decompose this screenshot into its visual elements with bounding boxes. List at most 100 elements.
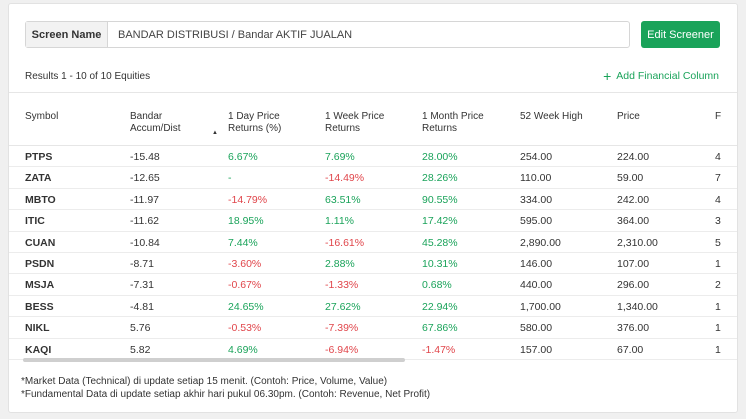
cell-price: 2,310.00 bbox=[617, 236, 658, 249]
screen-name-label: Screen Name bbox=[26, 22, 108, 47]
cell-m1: 45.28% bbox=[422, 236, 458, 249]
cell-d1: - bbox=[228, 172, 232, 185]
header-extra[interactable]: F bbox=[715, 111, 722, 122]
table-row[interactable]: CUAN -10.84 7.44% -16.61% 45.28% 2,890.00 2,31… bbox=[9, 232, 737, 253]
cell-bandar: -11.97 bbox=[130, 193, 159, 206]
table-row[interactable]: KAQI 5.82 4.69% -6.94% -1.47% 157.00 67.00 1 bbox=[9, 339, 737, 360]
cell-extra: 1 bbox=[715, 300, 721, 313]
footnotes: *Market Data (Technical) di update setia… bbox=[21, 375, 430, 401]
cell-high: 110.00 bbox=[520, 172, 552, 185]
cell-bandar: -10.84 bbox=[130, 236, 160, 249]
table-row[interactable]: PTPS -15.48 6.67% 7.69% 28.00% 254.00 224.00 4 bbox=[9, 146, 737, 168]
edit-screener-button[interactable]: Edit Screener bbox=[641, 21, 720, 48]
cell-high: 440.00 bbox=[520, 279, 553, 292]
footnote-market: *Market Data (Technical) di update setia… bbox=[21, 376, 388, 387]
cell-extra: 4 bbox=[715, 193, 721, 206]
cell-symbol[interactable]: ITIC bbox=[25, 215, 45, 228]
cell-bandar: -12.65 bbox=[130, 172, 160, 185]
cell-symbol[interactable]: BESS bbox=[25, 300, 54, 313]
cell-m1: 17.42% bbox=[422, 215, 458, 228]
cell-bandar: -11.62 bbox=[130, 215, 159, 228]
cell-high: 146.00 bbox=[520, 257, 553, 270]
cell-m1: 10.31% bbox=[422, 257, 458, 270]
cell-high: 580.00 bbox=[520, 322, 553, 335]
cell-symbol[interactable]: KAQI bbox=[25, 343, 52, 356]
cell-price: 296.00 bbox=[617, 279, 650, 292]
cell-w1: 1.11% bbox=[325, 215, 354, 228]
cell-extra: 4 bbox=[715, 151, 721, 163]
header-1-month-returns[interactable]: 1 Month Price Returns bbox=[422, 111, 484, 134]
horizontal-scrollbar[interactable] bbox=[23, 358, 405, 362]
cell-m1: 90.55% bbox=[422, 193, 458, 206]
cell-bandar: 5.82 bbox=[130, 343, 151, 356]
cell-high: 157.00 bbox=[520, 343, 553, 356]
cell-w1: -6.94% bbox=[325, 343, 359, 356]
cell-extra: 2 bbox=[715, 279, 721, 292]
header-1-week-returns[interactable]: 1 Week Price Returns bbox=[325, 111, 385, 134]
cell-w1: 7.69% bbox=[325, 151, 355, 163]
cell-m1: 22.94% bbox=[422, 300, 458, 313]
cell-symbol[interactable]: PSDN bbox=[25, 257, 55, 270]
cell-symbol[interactable]: CUAN bbox=[25, 236, 56, 249]
table-row[interactable]: MBTO -11.97 -14.79% 63.51% 90.55% 334.00 242.0… bbox=[9, 189, 737, 211]
header-price[interactable]: Price bbox=[617, 111, 640, 122]
cell-d1: -14.79% bbox=[228, 193, 268, 206]
cell-price: 67.00 bbox=[617, 343, 644, 356]
cell-m1: 28.26% bbox=[422, 172, 458, 185]
screen-name-value: BANDAR DISTRIBUSI / Bandar AKTIF JUALAN bbox=[118, 28, 353, 41]
cell-d1: -0.67% bbox=[228, 279, 262, 292]
table-row[interactable]: MSJA -7.31 -0.67% -1.33% 0.68% 440.00 296.00 2 bbox=[9, 274, 737, 296]
cell-high: 2,890.00 bbox=[520, 236, 561, 249]
header-symbol[interactable]: Symbol bbox=[25, 111, 59, 122]
cell-extra: 1 bbox=[715, 343, 721, 356]
table-row[interactable]: NIKL 5.76 -0.53% -7.39% 67.86% 580.00 376.00 1 bbox=[9, 317, 737, 339]
cell-d1: 6.67% bbox=[228, 151, 258, 163]
cell-w1: 2.88% bbox=[325, 257, 355, 270]
cell-w1: 63.51% bbox=[325, 193, 361, 206]
cell-m1: 28.00% bbox=[422, 151, 458, 163]
table-header: Symbol Bandar Accum/Dist ▲ 1 Day Price Ret… bbox=[9, 104, 737, 146]
sort-ascending-icon[interactable]: ▲ bbox=[212, 130, 218, 136]
cell-w1: -1.33% bbox=[325, 279, 359, 292]
cell-d1: 7.44% bbox=[228, 236, 258, 249]
table-row[interactable]: BESS -4.81 24.65% 27.62% 22.94% 1,700.00 1,340… bbox=[9, 296, 737, 318]
cell-bandar: -4.81 bbox=[130, 300, 154, 313]
cell-d1: -3.60% bbox=[228, 257, 262, 270]
cell-symbol[interactable]: ZATA bbox=[25, 172, 52, 185]
table-row[interactable]: ITIC -11.62 18.95% 1.11% 17.42% 595.00 364.00 3 bbox=[9, 210, 737, 232]
cell-price: 224.00 bbox=[617, 151, 650, 163]
cell-symbol[interactable]: PTPS bbox=[25, 151, 53, 163]
divider bbox=[9, 92, 737, 93]
cell-price: 1,340.00 bbox=[617, 300, 658, 313]
table-body: PTPS -15.48 6.67% 7.69% 28.00% 254.00 224.00 4 Z… bbox=[9, 146, 737, 360]
cell-price: 376.00 bbox=[617, 322, 650, 335]
cell-price: 59.00 bbox=[617, 172, 644, 185]
cell-m1: 0.68% bbox=[422, 279, 452, 292]
screen-name-bar[interactable]: Screen Name BANDAR DISTRIBUSI / Bandar A… bbox=[25, 21, 630, 48]
cell-w1: -7.39% bbox=[325, 322, 359, 335]
cell-d1: -0.53% bbox=[228, 322, 262, 335]
header-bandar[interactable]: Bandar Accum/Dist bbox=[130, 111, 181, 134]
footnote-fundamental: *Fundamental Data di update setiap akhir… bbox=[21, 389, 431, 400]
table-row[interactable]: PSDN -8.71 -3.60% 2.88% 10.31% 146.00 107.00 1 bbox=[9, 253, 737, 275]
cell-symbol[interactable]: NIKL bbox=[25, 322, 50, 335]
cell-symbol[interactable]: MBTO bbox=[25, 193, 56, 206]
add-financial-column-link[interactable]: + Add Financial Column bbox=[603, 69, 719, 83]
header-1-day-returns[interactable]: 1 Day Price Returns (%) bbox=[228, 111, 282, 134]
cell-price: 107.00 bbox=[617, 257, 650, 270]
cell-d1: 24.65% bbox=[228, 300, 264, 313]
cell-extra: 7 bbox=[715, 172, 721, 185]
table-row[interactable]: ZATA -12.65 - -14.49% 28.26% 110.00 59.00 7 bbox=[9, 167, 737, 189]
cell-symbol[interactable]: MSJA bbox=[25, 279, 55, 292]
cell-high: 334.00 bbox=[520, 193, 553, 206]
cell-w1: 27.62% bbox=[325, 300, 361, 313]
cell-price: 242.00 bbox=[617, 193, 650, 206]
cell-w1: -16.61% bbox=[325, 236, 365, 249]
cell-bandar: 5.76 bbox=[130, 322, 151, 335]
results-count: Results 1 - 10 of 10 Equities bbox=[25, 71, 151, 82]
equities-table: Symbol Bandar Accum/Dist ▲ 1 Day Price Ret… bbox=[9, 104, 737, 360]
header-52-week-high[interactable]: 52 Week High bbox=[520, 111, 583, 122]
cell-high: 254.00 bbox=[520, 151, 553, 163]
cell-high: 595.00 bbox=[520, 215, 553, 228]
cell-extra: 1 bbox=[715, 257, 721, 270]
